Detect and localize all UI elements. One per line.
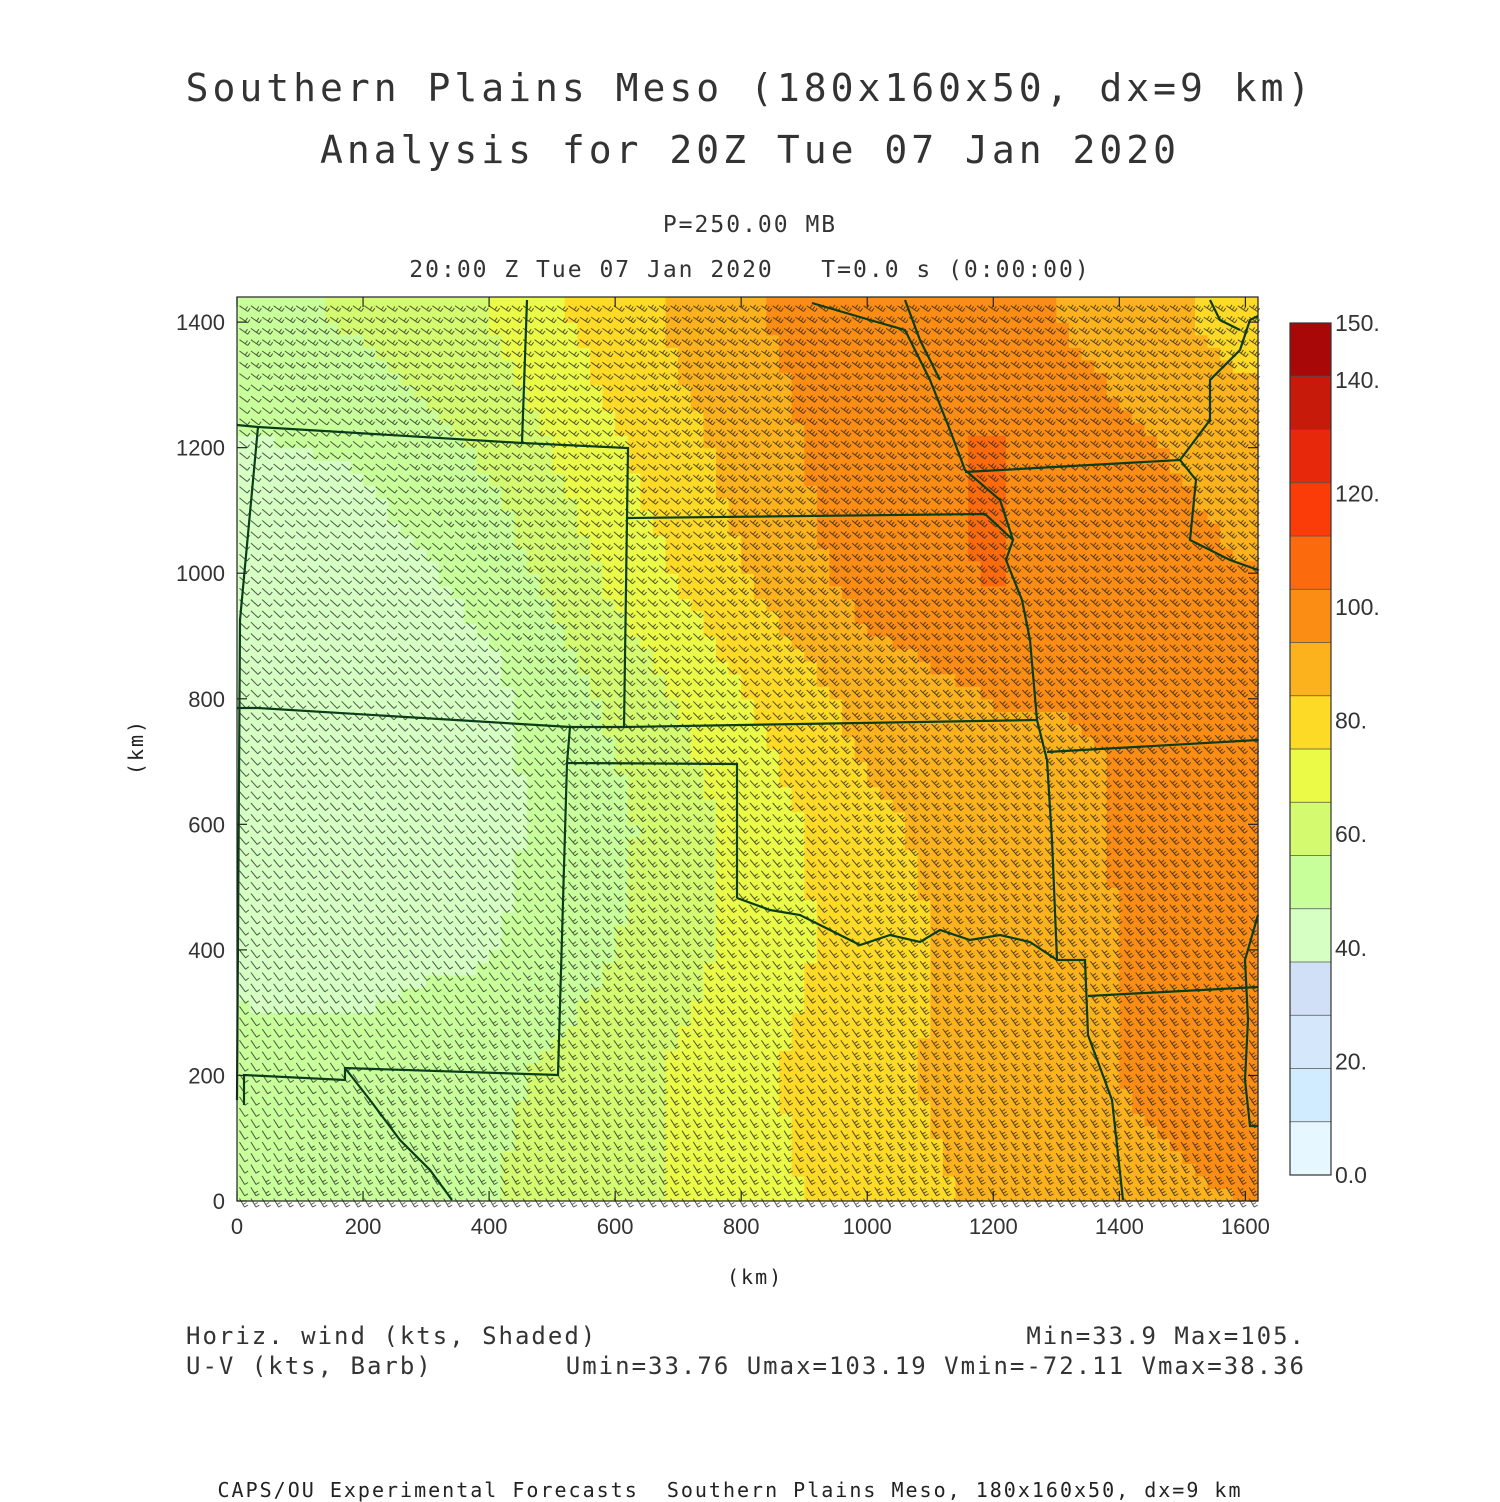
colorbar-swatch bbox=[1290, 1015, 1331, 1069]
colorbar-label: 20. bbox=[1335, 1048, 1367, 1074]
colorbar-swatch bbox=[1290, 749, 1331, 803]
colorbar-swatch bbox=[1290, 696, 1331, 750]
y-tick-label: 1400 bbox=[176, 310, 225, 335]
colorbar: 0.0 20. 40. 60. 80. 100. 120. 140. 150. bbox=[1290, 310, 1380, 1188]
colorbar-swatch bbox=[1290, 589, 1331, 643]
x-tick-label: 1400 bbox=[1095, 1214, 1144, 1239]
colorbar-swatch bbox=[1290, 536, 1331, 590]
colorbar-swatch bbox=[1290, 856, 1331, 910]
colorbar-label: 150. bbox=[1335, 310, 1380, 336]
colorbar-swatch bbox=[1290, 323, 1331, 377]
colorbar-swatch bbox=[1290, 1122, 1331, 1176]
colorbar-label: 100. bbox=[1335, 594, 1380, 620]
colorbar-swatch bbox=[1290, 962, 1331, 1016]
y-axis-label: (km) bbox=[124, 719, 148, 775]
x-tick-label: 400 bbox=[471, 1214, 508, 1239]
colorbar-swatch bbox=[1290, 909, 1331, 963]
min-max-stats: Min=33.9 Max=105. bbox=[1026, 1322, 1306, 1350]
colorbar-swatch bbox=[1290, 430, 1331, 484]
x-tick-label: 200 bbox=[345, 1214, 382, 1239]
y-tick-label: 400 bbox=[188, 938, 225, 963]
x-axis-label: (km) bbox=[727, 1265, 783, 1289]
y-tick-label: 1200 bbox=[176, 436, 225, 461]
colorbar-label: 60. bbox=[1335, 821, 1367, 847]
x-tick-label: 0 bbox=[231, 1214, 243, 1239]
colorbar-label: 0.0 bbox=[1335, 1162, 1367, 1188]
y-tick-label: 200 bbox=[188, 1063, 225, 1088]
colorbar-label: 140. bbox=[1335, 367, 1380, 393]
colorbar-swatch bbox=[1290, 483, 1331, 537]
uv-stats: Umin=33.76 Umax=103.19 Vmin=-72.11 Vmax=… bbox=[566, 1352, 1306, 1380]
field-description: Horiz. wind (kts, Shaded) bbox=[186, 1322, 597, 1350]
y-tick-label: 600 bbox=[188, 812, 225, 837]
colorbar-swatch bbox=[1290, 802, 1331, 856]
colorbar-label: 80. bbox=[1335, 708, 1367, 734]
colorbar-label: 40. bbox=[1335, 935, 1367, 961]
colorbar-swatch bbox=[1290, 643, 1331, 697]
y-tick-label: 0 bbox=[213, 1189, 225, 1214]
x-tick-label: 600 bbox=[597, 1214, 634, 1239]
x-tick-label: 1600 bbox=[1221, 1214, 1270, 1239]
x-tick-label: 1200 bbox=[969, 1214, 1018, 1239]
y-tick-label: 800 bbox=[188, 687, 225, 712]
credit-line: CAPS/OU Experimental Forecasts Southern … bbox=[0, 1478, 1460, 1502]
x-tick-label: 800 bbox=[723, 1214, 760, 1239]
colorbar-label: 120. bbox=[1335, 480, 1380, 506]
colorbar-swatch bbox=[1290, 1069, 1331, 1123]
x-tick-label: 1000 bbox=[843, 1214, 892, 1239]
colorbar-swatch bbox=[1290, 376, 1331, 430]
y-tick-label: 1000 bbox=[176, 561, 225, 586]
barb-description: U-V (kts, Barb) bbox=[186, 1352, 433, 1380]
